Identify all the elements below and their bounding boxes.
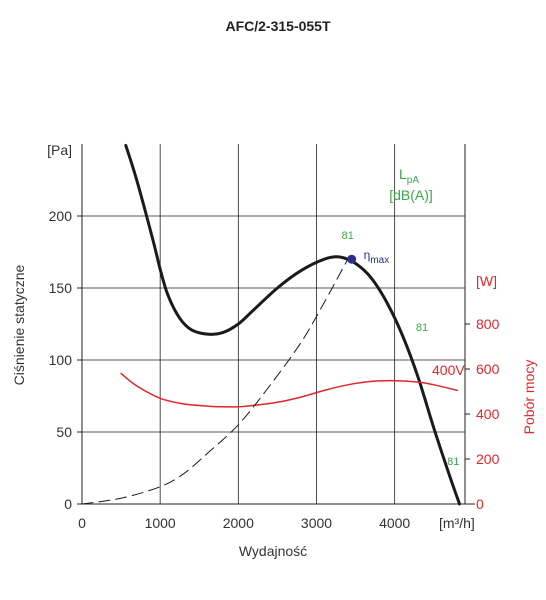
lpa-unit: [dB(A)] <box>389 187 433 203</box>
noise-value-label: 81 <box>447 456 459 468</box>
y2-tick-label: 400 <box>476 406 500 422</box>
noise-value-label: 81 <box>342 230 354 242</box>
y2-tick-label: 800 <box>476 316 500 332</box>
chart-title: AFC/2-315-055T <box>225 18 330 34</box>
x-tick-label: 2000 <box>223 515 254 531</box>
x-axis-label: Wydajność <box>239 543 307 559</box>
eta-max-marker: ηmax <box>347 248 389 266</box>
eta-max-label: ηmax <box>364 248 390 266</box>
y2-tick-label: 200 <box>476 451 500 467</box>
y-tick-label: 150 <box>49 280 73 296</box>
x-tick-label: 0 <box>78 515 86 531</box>
voltage-label: 400V <box>432 362 465 378</box>
y-tick-label: 100 <box>49 352 73 368</box>
lpa-symbol: LpA <box>399 166 419 186</box>
curves <box>81 143 461 506</box>
x-tick-label: 1000 <box>145 515 176 531</box>
eta-max-point <box>347 254 357 264</box>
y-tick-label: 0 <box>64 496 72 512</box>
system-curve <box>81 258 349 505</box>
noise-labels: 81 81 81 <box>342 230 460 468</box>
y-axis-label: Ciśnienie statyczne <box>11 264 27 385</box>
power-curve <box>120 372 458 408</box>
x-tick-label: 3000 <box>301 515 332 531</box>
y2-tick-label: 0 <box>476 496 484 512</box>
y2-axis-label: Pobór mocy <box>521 360 537 435</box>
x-tick-label: 4000 <box>379 515 410 531</box>
noise-value-label: 81 <box>416 322 428 334</box>
y2-tick-label: 600 <box>476 361 500 377</box>
y-unit-label: [Pa] <box>47 142 72 158</box>
tick-labels: 0 1000 2000 3000 400005010015020002004006008… <box>49 208 500 531</box>
lpa-legend: LpA [dB(A)] <box>389 166 433 203</box>
grid <box>82 144 465 504</box>
pressure-curve <box>124 143 461 506</box>
y-tick-label: 200 <box>49 208 73 224</box>
y-tick-label: 50 <box>56 424 72 440</box>
x-unit-label: [m³/h] <box>439 515 475 531</box>
y2-unit-label: [W] <box>476 273 497 289</box>
